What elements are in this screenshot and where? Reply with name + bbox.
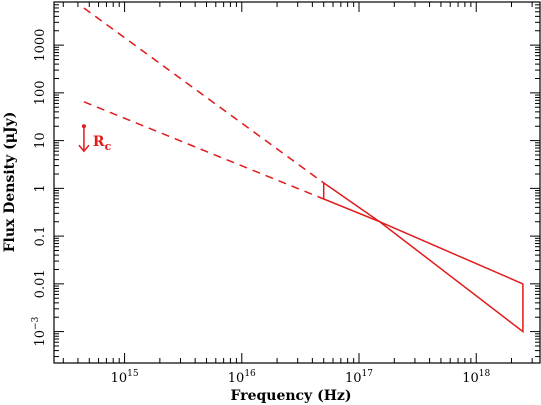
series-line-4 [323,182,524,285]
x-tick-label: 1017 [345,369,373,386]
y-tick-label: 0.1 [33,226,48,247]
x-tick-label: 1018 [462,369,490,386]
plot-frame [53,1,541,364]
upper-limit-label: Rc [93,134,112,153]
x-tick-label: 1015 [111,369,139,386]
x-tick-label: 1016 [228,369,256,386]
annotations: Rc [78,124,112,153]
series-line-1 [83,7,325,184]
series-line-2 [83,101,324,200]
tick-marks [54,1,540,363]
y-tick-label: 10 [33,132,48,149]
plot-series [83,7,524,334]
y-axis-label: Flux Density (μJy) [2,112,18,253]
y-tick-label: 0.01 [33,269,48,298]
x-axis-label: Frequency (Hz) [231,388,352,404]
y-tick-label: 1000 [33,29,48,62]
upper-limit-arrow-head [78,144,90,153]
y-tick-label: 100 [33,80,48,105]
series-line-3 [322,182,524,334]
y-tick-label: 1 [33,184,48,192]
y-tick-label: 10−3 [31,316,48,346]
tick-labels: 1015 1016 1017 1018 1000 100 10 1 0.1 0.01 10−3 [31,29,490,386]
